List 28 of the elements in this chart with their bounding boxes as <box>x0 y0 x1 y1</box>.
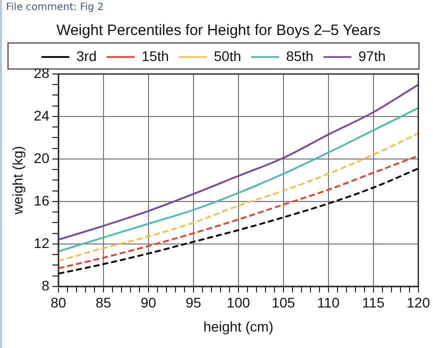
y-tick-label: 8 <box>42 277 50 294</box>
y-tick-label: 16 <box>34 192 50 208</box>
x-axis-title: height (cm) <box>203 318 274 334</box>
legend-label: 85th <box>286 48 314 64</box>
x-tick-label: 110 <box>317 294 340 311</box>
x-tick-label: 115 <box>362 294 385 311</box>
legend-label: 50th <box>214 48 242 64</box>
x-tick-label: 80 <box>50 294 66 311</box>
x-tick-label: 105 <box>272 294 296 311</box>
text: File comment: Fig 2 <box>6 2 104 13</box>
line-series <box>58 132 418 262</box>
x-tick-label: 120 <box>406 294 430 311</box>
y-axis-title: weight (kg) <box>9 146 26 216</box>
legend-label: 3rd <box>76 48 97 64</box>
y-tick-label: 12 <box>34 234 50 251</box>
y-tick-label: 20 <box>34 150 50 166</box>
line-series <box>58 154 418 270</box>
line-series <box>58 84 418 241</box>
y-tick-label: 24 <box>34 107 50 124</box>
chart-title: Weight Percentiles for Height for Boys 2–5 Years <box>55 22 382 39</box>
x-tick-label: 90 <box>140 294 156 311</box>
legend-label: 15th <box>142 48 169 64</box>
line-series <box>58 107 418 252</box>
legend-label: 97th <box>358 48 386 64</box>
line-series <box>58 168 418 275</box>
x-tick-label: 100 <box>226 294 250 311</box>
x-tick-label: 95 <box>186 294 202 311</box>
x-tick-label: 85 <box>96 294 112 311</box>
